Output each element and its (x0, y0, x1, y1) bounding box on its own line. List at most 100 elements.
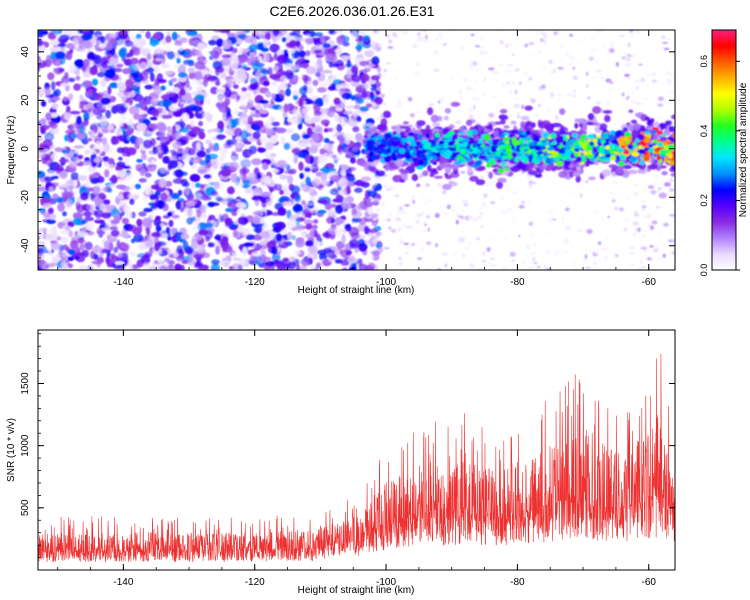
spectrogram-cell (511, 259, 516, 263)
spectrogram-cell (210, 86, 219, 95)
spectrogram-cell (484, 51, 490, 54)
spectrogram-cell (514, 89, 518, 94)
spectrogram-cell (519, 82, 522, 85)
spectrogram-cell (621, 92, 625, 97)
spectrogram-cell (444, 263, 448, 268)
spectrogram-cell (149, 72, 155, 82)
spectrogram-cell (455, 213, 459, 218)
spectrogram-cell (667, 239, 675, 243)
spectrogram-cell (42, 219, 53, 223)
spectrogram-cell (47, 72, 55, 81)
spectrogram-cell (591, 266, 598, 269)
spectrogram-cell (281, 37, 287, 43)
spectrogram-cell (338, 183, 348, 188)
spectrogram-cell (525, 121, 532, 126)
spectrogram-cell (202, 77, 209, 88)
spectrogram-cell (553, 31, 559, 35)
spectrogram-cell (312, 79, 319, 86)
spectrogram-cell (594, 70, 601, 73)
spectrogram-cell (437, 100, 441, 104)
spectrogram-cell (367, 228, 379, 234)
spectrogram-cell (345, 153, 351, 159)
spectrogram-cell (49, 126, 60, 135)
spectrogram-cell (364, 50, 375, 58)
spectrogram-cell (193, 253, 205, 260)
spectrogram-cell (366, 97, 370, 100)
spectrogram-cell (580, 217, 584, 223)
spectrogram-cell (521, 260, 527, 266)
spectrogram-cell (243, 181, 250, 189)
spectrogram-cell (569, 33, 573, 37)
spectrogram-cell (84, 241, 93, 251)
spectrogram-cell (508, 115, 513, 118)
spectrogram-cell (254, 102, 264, 110)
spectrogram-cell (351, 146, 359, 152)
spectrogram-cell (206, 75, 218, 82)
spectrogram-cell (190, 216, 196, 222)
spectrogram-cell (293, 94, 299, 101)
spectrogram-cell (458, 131, 466, 135)
spectrogram-cell (245, 234, 255, 241)
spectrogram-cell (91, 78, 99, 86)
spectrogram-cell (664, 120, 673, 126)
spectrogram-cell (261, 224, 269, 230)
spectrogram-cell (556, 118, 564, 123)
spectrogram-cell (46, 54, 52, 63)
spectrogram-cell (61, 250, 67, 257)
spectrogram-cell (39, 142, 44, 152)
spectrogram-cell (72, 212, 83, 220)
spectrogram-cell (231, 150, 236, 157)
spectrogram-cell (95, 140, 102, 146)
spectrogram-cell (661, 35, 666, 39)
spectrogram-cell (671, 251, 675, 255)
spectrogram-cell (538, 128, 544, 135)
spectrogram-cell (649, 245, 654, 248)
spectrogram-cell (502, 237, 509, 242)
spectrogram-cell (454, 126, 458, 129)
spectrogram-cell (158, 178, 167, 189)
spectrogram-cell (271, 93, 276, 100)
spectrogram-cell (310, 167, 320, 172)
spectrogram-cell (176, 57, 181, 64)
spectrogram-cell (84, 216, 94, 222)
spectrogram-cell (348, 255, 356, 262)
spectrogram-cell (554, 250, 559, 256)
spectrogram-cell (478, 113, 481, 119)
spectrogram-cell (655, 206, 661, 209)
spectrogram-cell (167, 266, 175, 270)
spectrogram-cell (526, 244, 530, 250)
spectrogram-cell (356, 41, 365, 47)
spectrogram-cell (651, 79, 658, 83)
spectrogram-cell (414, 63, 420, 66)
spectrogram-cell (100, 97, 111, 105)
spectrogram-cell (144, 172, 152, 178)
spectrogram-cell (136, 158, 143, 163)
spectrogram-cell (156, 73, 163, 82)
spectrogram-cell (282, 257, 290, 262)
spectrogram-cell (434, 243, 439, 248)
spectrogram-cell (387, 46, 394, 49)
spectrogram-cell (131, 238, 136, 244)
spectrogram-cell (483, 77, 487, 82)
spectrogram-cell (376, 66, 382, 73)
spectrogram-cell (364, 112, 370, 118)
spectrogram-cell (646, 73, 651, 76)
spectrogram-cell (411, 194, 416, 198)
spectrogram-cell (569, 62, 573, 66)
spectrogram-cell (68, 77, 76, 83)
spectrogram-cell (473, 80, 480, 84)
spectrogram-cell (416, 183, 421, 188)
spectrogram-cell (302, 133, 311, 140)
spectrogram-cell (340, 117, 348, 127)
spectrogram-cell (280, 82, 288, 90)
spectrogram-cell (611, 77, 617, 81)
spectrogram-cell (133, 233, 144, 243)
spectrogram-cell (44, 87, 51, 97)
spectrogram-cell (238, 47, 243, 57)
spectrogram-cell (433, 50, 439, 55)
spectrogram-cell (211, 128, 221, 133)
spectrogram-cell (224, 129, 233, 135)
spectrogram-cell (113, 212, 121, 222)
spectrogram-cell (398, 256, 402, 261)
spectrogram-cell (593, 249, 599, 255)
